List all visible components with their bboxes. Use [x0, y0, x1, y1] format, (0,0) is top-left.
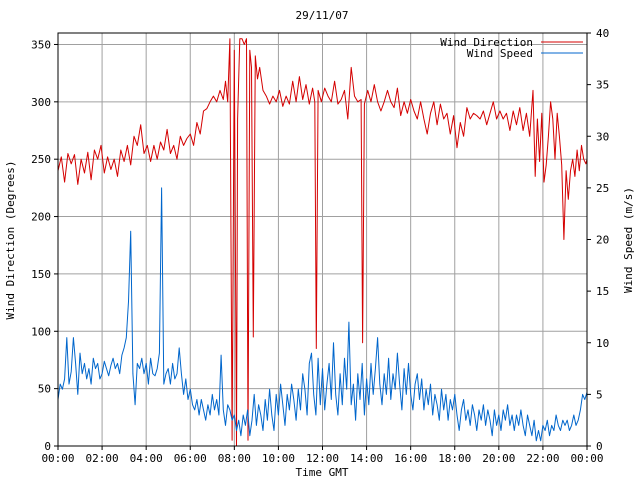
y-right-tick-label: 30	[596, 130, 609, 143]
x-tick-label: 20:00	[482, 452, 515, 465]
series-line-wind-speed	[57, 187, 588, 442]
x-tick-label: 00:00	[570, 452, 603, 465]
x-tick-label: 06:00	[174, 452, 207, 465]
x-tick-label: 04:00	[130, 452, 163, 465]
legend: Wind Direction Wind Speed	[440, 36, 583, 60]
x-tick-label: 12:00	[306, 452, 339, 465]
x-tick-label: 02:00	[86, 452, 119, 465]
y-right-tick-label: 25	[596, 182, 609, 195]
y-right-tick-label: 10	[596, 337, 609, 350]
y-right-tick-label: 40	[596, 27, 609, 40]
y-left-tick-label: 100	[31, 325, 51, 338]
x-tick-label: 22:00	[526, 452, 559, 465]
y-left-tick-label: 50	[38, 383, 51, 396]
x-tick-label: 14:00	[350, 452, 383, 465]
y-axis-right-label: Wind Speed (m/s)	[622, 187, 635, 293]
y-left-tick-label: 150	[31, 268, 51, 281]
x-axis: 00:00 02:00 04:00 06:00 08:00 10:00 12:00 14:00…	[41, 446, 604, 465]
y-left-tick-label: 0	[44, 440, 51, 453]
y-left-tick-label: 200	[31, 211, 51, 224]
series-line-wind-direction	[57, 38, 588, 447]
y-left-tick-label: 250	[31, 153, 51, 166]
x-tick-label: 16:00	[394, 452, 427, 465]
y-axis-left: 0 50 100 150 200 250 300 350	[31, 38, 58, 453]
x-tick-label: 08:00	[218, 452, 251, 465]
y-left-tick-label: 300	[31, 96, 51, 109]
y-right-tick-label: 35	[596, 79, 609, 92]
legend-label-direction: Wind Direction	[440, 36, 533, 49]
y-right-tick-label: 0	[596, 440, 603, 453]
x-axis-label: Time GMT	[296, 466, 349, 479]
legend-label-speed: Wind Speed	[467, 47, 533, 60]
x-tick-label: 10:00	[262, 452, 295, 465]
y-axis-left-label: Wind Direction (Degrees)	[4, 161, 17, 320]
chart-title: 29/11/07	[296, 9, 349, 22]
y-axis-right: 0 5 10 15 20 25 30 35 40	[587, 27, 609, 453]
x-tick-label: 18:00	[438, 452, 471, 465]
series-layer	[57, 38, 588, 447]
y-left-tick-label: 350	[31, 38, 51, 51]
y-right-tick-label: 5	[596, 388, 603, 401]
y-right-tick-label: 20	[596, 234, 609, 247]
x-tick-label: 00:00	[41, 452, 74, 465]
y-right-tick-label: 15	[596, 285, 609, 298]
